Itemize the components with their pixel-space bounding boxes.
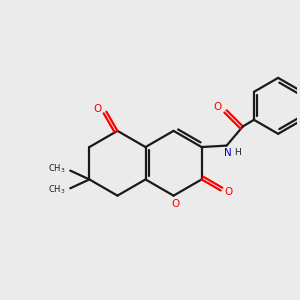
Text: CH$_3$: CH$_3$ [48,184,66,196]
Text: N: N [224,148,232,158]
Text: O: O [225,187,233,197]
Text: H: H [234,148,241,158]
Text: O: O [94,104,102,114]
Text: O: O [214,102,222,112]
Text: O: O [172,199,180,209]
Text: CH$_3$: CH$_3$ [48,163,66,175]
